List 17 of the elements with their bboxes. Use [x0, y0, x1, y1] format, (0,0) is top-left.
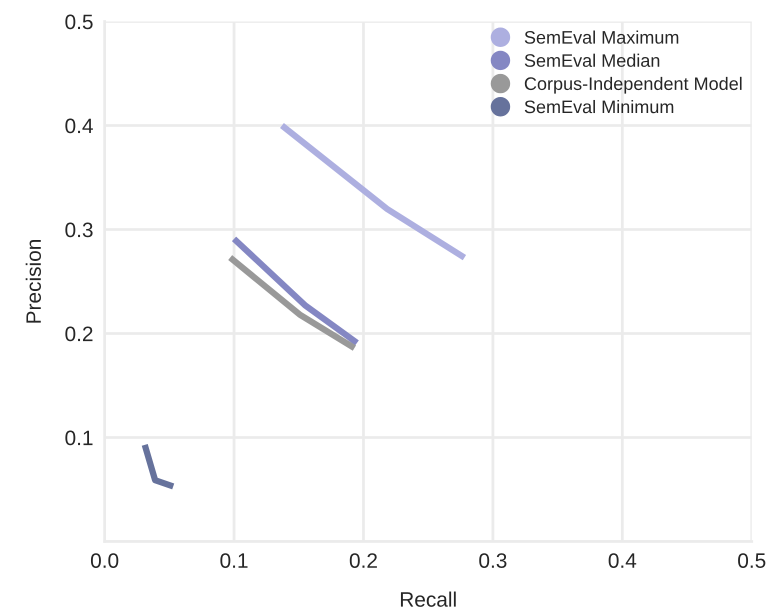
- x-tick-label: 0.0: [90, 553, 118, 568]
- x-tick-label: 0.3: [479, 553, 506, 568]
- legend-label: SemEval Minimum: [524, 100, 674, 114]
- x-tick-label: 0.5: [738, 553, 766, 568]
- x-tick-label: 0.2: [350, 553, 377, 568]
- y-tick-label: 0.5: [65, 14, 93, 30]
- y-tick-label: 0.4: [65, 118, 93, 134]
- legend-label: SemEval Maximum: [524, 30, 678, 44]
- x-tick-label: 0.1: [220, 553, 248, 568]
- y-tick-label: 0.2: [65, 326, 92, 342]
- x-axis-title: Recall: [400, 592, 456, 607]
- y-axis-title: Precision: [26, 240, 41, 323]
- legend-label: Corpus-Independent Model: [524, 76, 742, 94]
- y-tick-label: 0.1: [65, 430, 92, 446]
- x-tick-label: 0.4: [608, 553, 636, 568]
- legend-label: SemEval Median: [524, 54, 660, 67]
- y-tick-label: 0.3: [65, 222, 93, 238]
